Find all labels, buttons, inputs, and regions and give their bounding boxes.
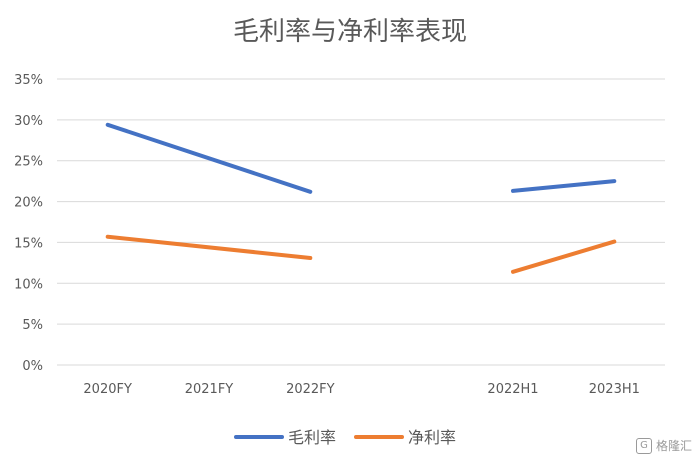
y-tick-label: 5% (22, 318, 43, 333)
x-tick-label: 2022FY (286, 382, 335, 397)
series-lines (105, 122, 617, 274)
legend-label-1: 净利率 (408, 428, 456, 447)
x-tick-label: 2020FY (83, 382, 132, 397)
watermark-logo-icon: G (635, 437, 652, 454)
grid (57, 78, 665, 366)
watermark-text: 格隆汇 (655, 439, 692, 453)
chart-title: 毛利率与净利率表现 (233, 17, 467, 47)
watermark: G 格隆汇 (635, 437, 692, 454)
x-tick-label: 2022H1 (487, 382, 538, 397)
x-axis-ticks: 2020FY 2021FY 2022FY 2022H1 2023H1 (83, 382, 639, 397)
y-tick-label: 0% (22, 359, 43, 374)
y-tick-label: 35% (14, 73, 43, 88)
y-tick-label: 25% (14, 155, 43, 170)
y-tick-label: 10% (14, 277, 43, 292)
y-tick-label: 30% (14, 114, 43, 129)
x-tick-label: 2021FY (185, 382, 234, 397)
y-axis-ticks: 0% 5% 10% 15% 20% 25% 30% 35% (14, 73, 43, 374)
legend: 毛利率 净利率 (234, 428, 456, 447)
series-line-0 (105, 122, 313, 194)
legend-label-0: 毛利率 (288, 428, 336, 447)
series-line-1 (105, 234, 313, 260)
y-tick-label: 15% (14, 236, 43, 251)
x-tick-label: 2023H1 (589, 382, 640, 397)
series-line-0 (511, 179, 617, 193)
series-line-1 (511, 239, 617, 274)
y-tick-label: 20% (14, 196, 43, 211)
